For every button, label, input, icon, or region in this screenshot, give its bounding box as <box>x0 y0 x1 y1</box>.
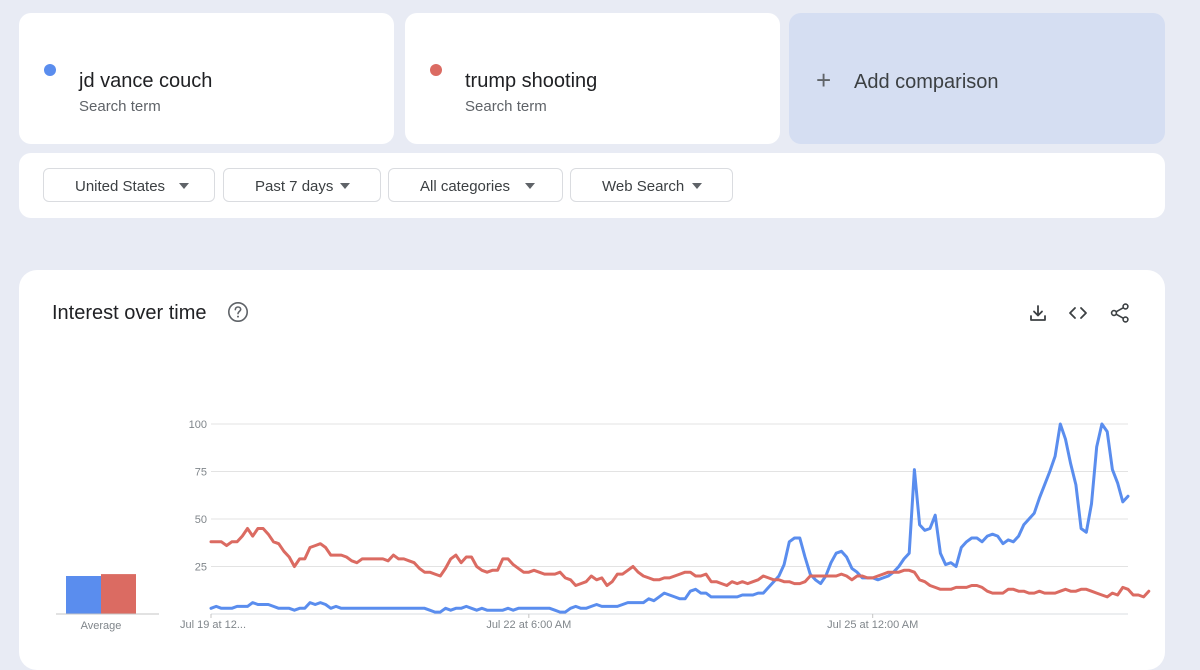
y-tick-label: 100 <box>189 419 207 431</box>
search-term-name[interactable]: trump shooting <box>465 70 598 92</box>
x-tick-label: Jul 25 at 12:00 AM <box>827 619 918 631</box>
caret-down-icon <box>340 183 350 189</box>
share-icon[interactable] <box>1109 302 1131 324</box>
average-label: Average <box>81 620 122 632</box>
search-term-card-1[interactable]: jd vance couch Search term <box>19 13 394 144</box>
x-tick-label: Jul 22 at 6:00 AM <box>486 619 571 631</box>
search-term-name[interactable]: jd vance couch <box>79 70 213 92</box>
y-tick-label: 50 <box>195 514 207 526</box>
interest-over-time-panel: Interest over time 100 75 50 25 Jul 19 at 12… <box>19 270 1165 670</box>
search-term-subtitle: Search term <box>465 98 547 115</box>
add-comparison-label: Add comparison <box>854 71 999 93</box>
time-range-filter-dropdown[interactable]: Past 7 days <box>223 168 381 202</box>
y-tick-label: 25 <box>195 562 207 574</box>
caret-down-icon <box>525 183 535 189</box>
interest-chart: 100 75 50 25 Jul 19 at 12... Jul 22 at 6:00 A… <box>56 419 1151 632</box>
caret-down-icon <box>179 183 189 189</box>
x-tick-label: Jul 19 at 12... <box>180 619 246 631</box>
embed-code-icon[interactable] <box>1067 302 1089 324</box>
help-circle-icon[interactable] <box>227 301 249 323</box>
filter-label: United States <box>75 178 166 195</box>
series-line-1 <box>209 422 1130 614</box>
search-term-card-2[interactable]: trump shooting Search term <box>405 13 780 144</box>
average-bar-1 <box>66 576 101 614</box>
add-comparison-button[interactable]: + Add comparison <box>789 13 1165 144</box>
download-icon[interactable] <box>1027 302 1049 324</box>
category-filter-dropdown[interactable]: All categories <box>388 168 563 202</box>
filter-label: All categories <box>420 178 511 195</box>
search-type-filter-dropdown[interactable]: Web Search <box>570 168 733 202</box>
y-tick-label: 75 <box>195 467 207 479</box>
panel-title: Interest over time <box>52 302 207 324</box>
search-term-subtitle: Search term <box>79 98 161 115</box>
filter-bar: United States Past 7 days All categories… <box>19 153 1165 218</box>
series-color-dot <box>430 64 442 76</box>
series-line-2 <box>209 527 1151 599</box>
caret-down-icon <box>692 183 702 189</box>
region-filter-dropdown[interactable]: United States <box>43 168 215 202</box>
plus-icon: + <box>816 65 832 95</box>
average-bar-2 <box>101 574 136 614</box>
series-color-dot <box>44 64 56 76</box>
filter-label: Past 7 days <box>255 178 334 195</box>
filter-label: Web Search <box>602 178 685 195</box>
